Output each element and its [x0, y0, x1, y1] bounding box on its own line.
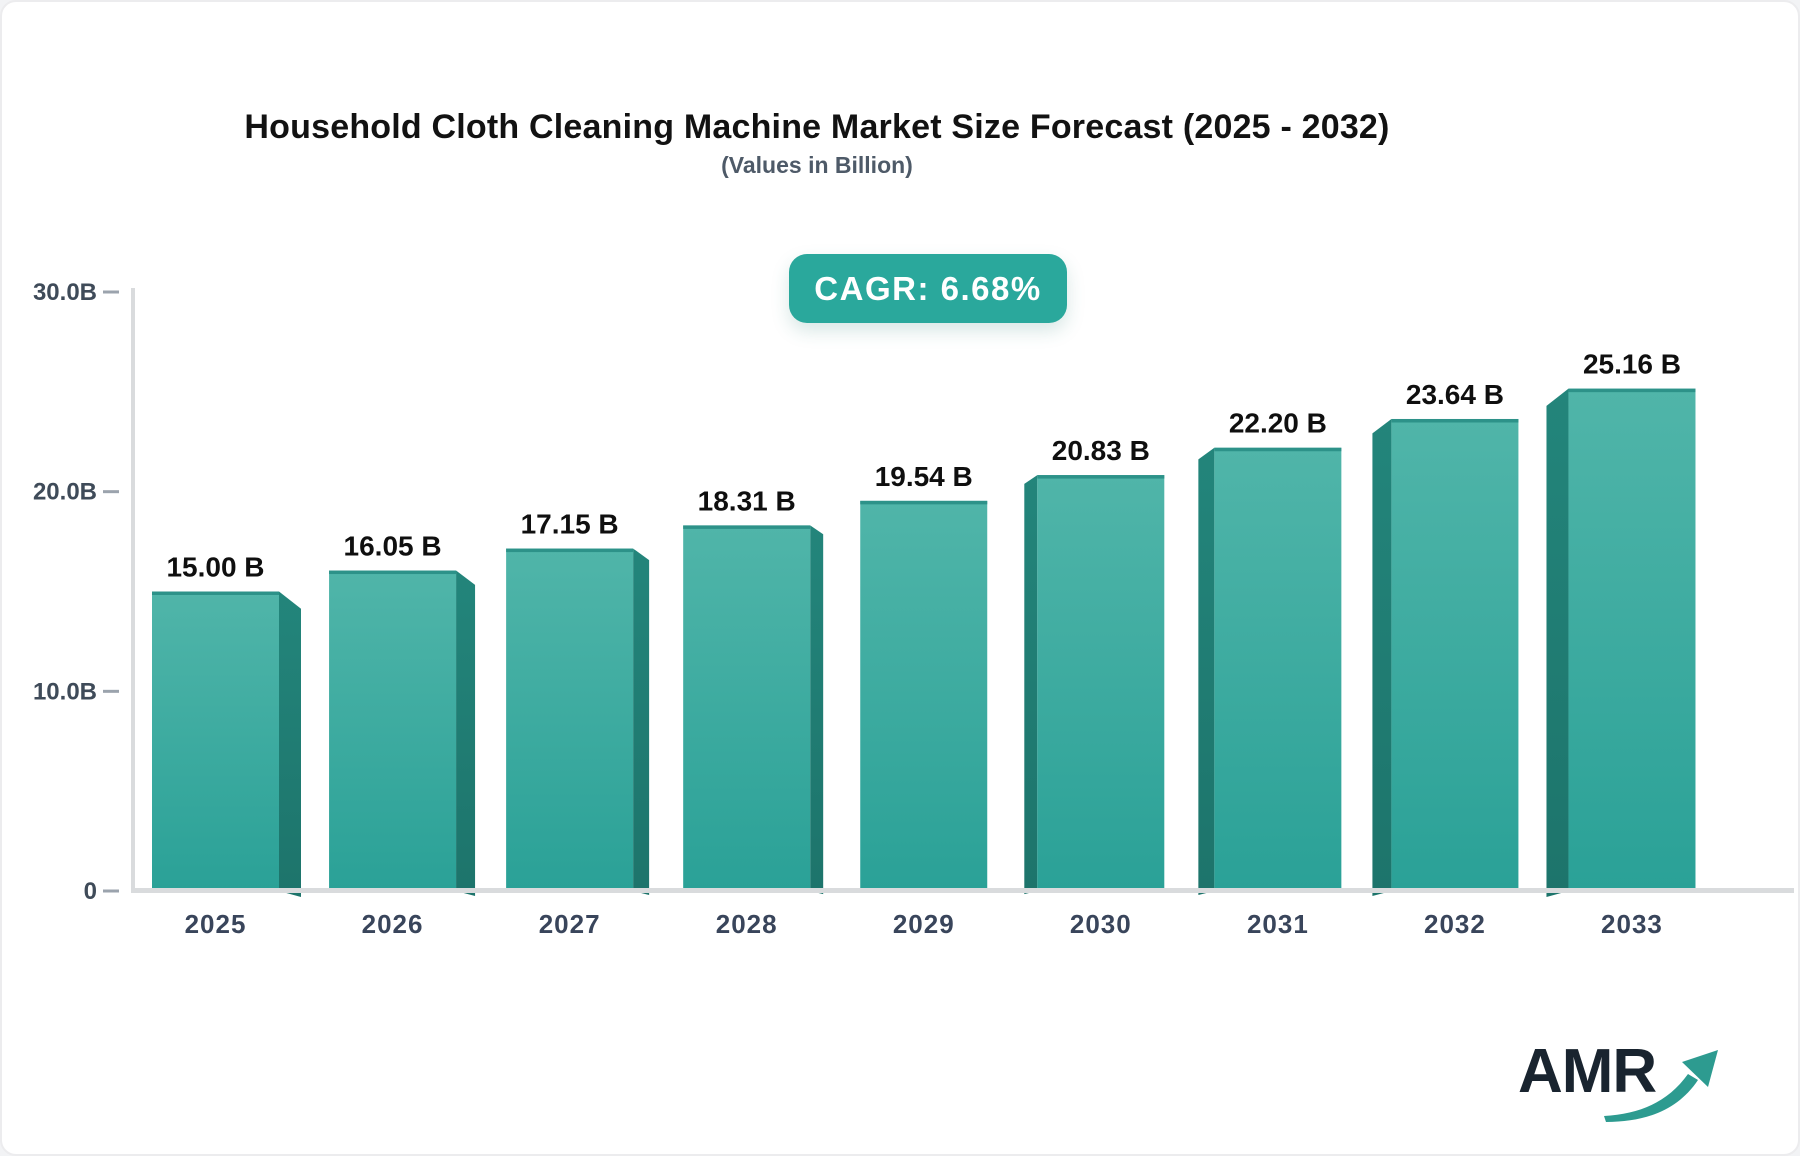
bar-2028: 18.31 B — [683, 485, 824, 895]
bar-2025: 15.00 B — [152, 552, 301, 898]
bar-side-face — [1198, 447, 1215, 896]
bar-face — [152, 591, 279, 891]
bar-side-face — [1546, 388, 1569, 898]
bar-side-face — [1024, 475, 1038, 895]
bar-2026: 16.05 B — [329, 531, 476, 897]
x-tick-label: 2033 — [1601, 909, 1663, 939]
amr-logo: AMR — [1518, 1032, 1738, 1132]
bar-side-face — [456, 570, 476, 897]
y-tick-label: 10.0B — [33, 678, 97, 705]
bar-2029: 19.54 B — [860, 461, 988, 891]
chart-title: Household Cloth Cleaning Machine Market … — [244, 108, 1390, 146]
x-tick-label: 2027 — [539, 909, 601, 939]
bar-top-edge — [1568, 388, 1696, 393]
bar-2030: 20.83 B — [1024, 435, 1165, 895]
x-tick-label: 2032 — [1424, 909, 1486, 939]
bar-value-label: 16.05 B — [344, 531, 442, 562]
bar-side-face — [810, 525, 824, 895]
bar-face — [506, 548, 634, 891]
bar-value-label: 20.83 B — [1052, 435, 1150, 466]
bar-side-face — [279, 591, 301, 898]
bar-top-edge — [683, 525, 811, 529]
bar-top-edge — [329, 570, 457, 575]
x-tick-label: 2028 — [716, 909, 778, 939]
growth-arrow-icon — [1604, 1050, 1718, 1122]
x-tick-label: 2026 — [362, 909, 424, 939]
bar-face — [1214, 447, 1342, 891]
amr-logo-text: AMR — [1518, 1037, 1657, 1106]
bar-face — [329, 570, 457, 891]
bar-value-label: 25.16 B — [1583, 349, 1681, 380]
bar-face — [1568, 388, 1696, 891]
bar-value-label: 15.00 B — [166, 552, 264, 583]
y-tick-label: 20.0B — [33, 479, 97, 506]
bar-top-edge — [1391, 418, 1519, 423]
bar-face — [1037, 475, 1165, 891]
cagr-badge-label: CAGR: 6.68% — [814, 269, 1042, 307]
bar-top-edge — [152, 591, 279, 595]
bar-value-label: 17.15 B — [521, 509, 619, 540]
bar-side-face — [633, 548, 650, 896]
bar-2027: 17.15 B — [506, 509, 650, 896]
x-tick-label: 2029 — [893, 909, 955, 939]
y-tick-label: 30.0B — [33, 279, 97, 306]
bar-side-face — [1372, 418, 1392, 897]
bar-top-edge — [860, 500, 988, 505]
cagr-badge: CAGR: 6.68% — [789, 254, 1067, 323]
bar-value-label: 22.20 B — [1229, 408, 1327, 439]
bar-top-edge — [1037, 475, 1165, 479]
bar-top-edge — [506, 548, 634, 553]
x-tick-label: 2030 — [1070, 909, 1132, 939]
x-tick-label: 2031 — [1247, 909, 1309, 939]
bar-face — [860, 500, 988, 891]
x-tick-label: 2025 — [185, 909, 247, 939]
bar-top-edge — [1214, 447, 1342, 452]
chart-subtitle: (Values in Billion) — [721, 152, 913, 178]
y-tick-label: 0 — [84, 878, 97, 905]
bar-value-label: 19.54 B — [875, 461, 973, 492]
bar-2031: 22.20 B — [1198, 408, 1342, 896]
bar-value-label: 18.31 B — [698, 485, 796, 516]
bar-value-label: 23.64 B — [1406, 379, 1504, 410]
bar-2033: 25.16 B — [1546, 349, 1696, 898]
bar-2032: 23.64 B — [1372, 379, 1519, 897]
bar-face — [683, 525, 811, 891]
bar-face — [1391, 418, 1519, 891]
